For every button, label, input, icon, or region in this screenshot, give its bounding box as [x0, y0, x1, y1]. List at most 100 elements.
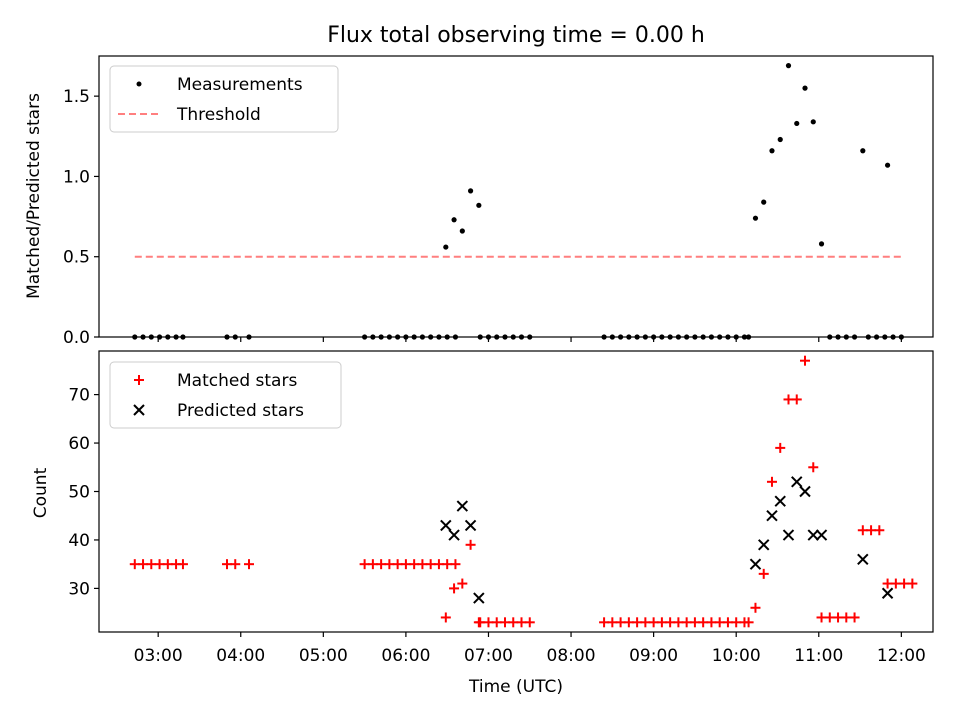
top-axes-frame: [98, 55, 934, 338]
bottom-xtick-label-5: 08:00: [547, 646, 596, 666]
matched-point-52: [743, 617, 754, 628]
predicted-point-3-b: [464, 519, 477, 532]
predicted-point-5: [749, 558, 762, 570]
predicted-point-10: [791, 476, 803, 488]
bottom-ytick-label-4: 70: [68, 386, 90, 406]
matched-point-25: [465, 539, 476, 550]
bottom-ytick-label-2: 50: [68, 483, 90, 503]
measurement-point-71: [860, 148, 866, 154]
predicted-point-4-b: [473, 592, 485, 604]
matched-point-65: [849, 612, 860, 623]
legend-plus-shape: [134, 375, 144, 385]
legend-threshold-label: Threshold: [176, 105, 261, 125]
predicted-point-9: [782, 529, 795, 541]
matched-point-9: [244, 559, 255, 570]
top-x-ticks: [157, 337, 902, 342]
bottom-y-ticks: 30 40 50 60 70: [68, 386, 99, 599]
chart-title: Flux total observing time = 0.00 h: [327, 23, 705, 48]
measurement-point-56: [777, 136, 783, 143]
predicted-point-15: [881, 587, 894, 599]
bottom-legend: Matched stars Predicted stars: [109, 361, 342, 429]
matched-point-6: [177, 559, 188, 570]
matched-point-68: [874, 525, 885, 536]
bottom-xtick-label-2: 05:00: [299, 646, 348, 666]
predicted-point-6-b: [758, 539, 770, 551]
predicted-point-2: [456, 500, 469, 512]
measurement-point-61: [818, 241, 825, 247]
matched-point-60: [808, 462, 819, 473]
matched-point-22: [440, 612, 451, 623]
legend-matched-marker: [134, 375, 144, 385]
legend-x-shape-b: [133, 404, 145, 416]
top-y-ticks: 0.0 0.5 1.0 1.5: [63, 87, 99, 348]
legend-matched-label: Matched stars: [177, 371, 297, 391]
predicted-point-14: [857, 553, 869, 566]
predicted-point-12: [807, 529, 819, 541]
predicted-point-7-b: [766, 510, 778, 522]
top-legend-box: [109, 65, 339, 133]
matched-point-21: [450, 559, 461, 570]
predicted-point-11: [799, 485, 811, 498]
predicted-point-15-b: [881, 587, 894, 599]
measurement-point-55: [769, 148, 775, 154]
matched-point-55: [766, 476, 777, 487]
bottom-xtick-label-7: 10:00: [712, 646, 761, 666]
predicted-point-11-b: [799, 485, 811, 498]
predicted-point-7: [766, 510, 778, 522]
predicted-point-13-b: [815, 529, 828, 541]
bottom-xtick-label-9: 12:00: [877, 646, 926, 666]
matched-point-24: [457, 578, 468, 589]
matched-point-8: [230, 559, 241, 570]
measurement-point-59: [802, 85, 808, 91]
measurement-point-26: [476, 202, 482, 208]
measurement-point-60: [810, 119, 816, 125]
bottom-xtick-label-6: 09:00: [629, 646, 678, 666]
bottom-xtick-label-8: 11:00: [794, 646, 843, 666]
predicted-point-1: [448, 529, 460, 541]
legend-measurements-label: Measurements: [177, 75, 303, 95]
bottom-xtick-label-4: 07:00: [464, 646, 513, 666]
predicted-point-0-b: [440, 519, 452, 532]
bottom-ytick-label-0: 30: [68, 579, 90, 599]
predicted-point-8: [774, 495, 786, 507]
matched-point-54: [758, 568, 769, 579]
legend-predicted-label: Predicted stars: [177, 401, 304, 421]
predicted-point-0: [440, 519, 452, 532]
bottom-ytick-label-1: 40: [68, 531, 90, 551]
predicted-point-13: [815, 529, 828, 541]
measurement-point-57: [785, 63, 792, 69]
measurement-point-58: [794, 120, 800, 127]
bottom-y-axis-label: Count: [31, 467, 51, 518]
matched-point-59: [800, 355, 811, 366]
measurement-point-24: [459, 228, 465, 234]
matched-point-56: [775, 442, 786, 453]
predicted-point-6: [758, 539, 770, 551]
bottom-panel: 30 40 50 60 70 03:00 04:00 05:00 06:00 07:00 08:0…: [31, 350, 934, 697]
bottom-x-ticks: 03:00 04:00 05:00 06:00 07:00 08:00 09:00 10:00…: [134, 632, 926, 666]
bottom-ytick-label-3: 60: [68, 434, 90, 454]
top-ytick-label-1: 0.5: [63, 248, 90, 268]
measurement-point-22: [443, 244, 449, 250]
legend-predicted-marker: [133, 404, 145, 416]
predicted-point-8-b: [774, 495, 786, 507]
matched-point-53: [750, 602, 761, 613]
measurement-point-54: [761, 199, 767, 205]
bottom-legend-box: [109, 361, 342, 429]
matched-point-33: [524, 617, 535, 628]
predicted-point-3: [464, 519, 477, 532]
measurement-point-25: [467, 188, 474, 194]
predicted-point-9-b: [782, 529, 795, 541]
legend-measurement-marker: [136, 81, 142, 87]
matched-point-23: [449, 583, 460, 594]
predicted-point-14-b: [857, 553, 869, 566]
matched-point-58: [791, 394, 802, 405]
x-axis-label: Time (UTC): [468, 677, 563, 697]
predicted-point-5-b: [749, 558, 762, 570]
top-ytick-label-2: 1.0: [63, 167, 90, 187]
predicted-point-12-b: [807, 529, 819, 541]
top-panel: 0.0 0.5 1.0 1.5 Matched/Predicted stars Mea…: [24, 55, 934, 348]
top-ytick-label-0: 0.0: [63, 328, 90, 348]
predicted-point-4: [473, 592, 485, 604]
measurement-point-72: [884, 162, 891, 168]
bottom-marks: [129, 355, 918, 628]
